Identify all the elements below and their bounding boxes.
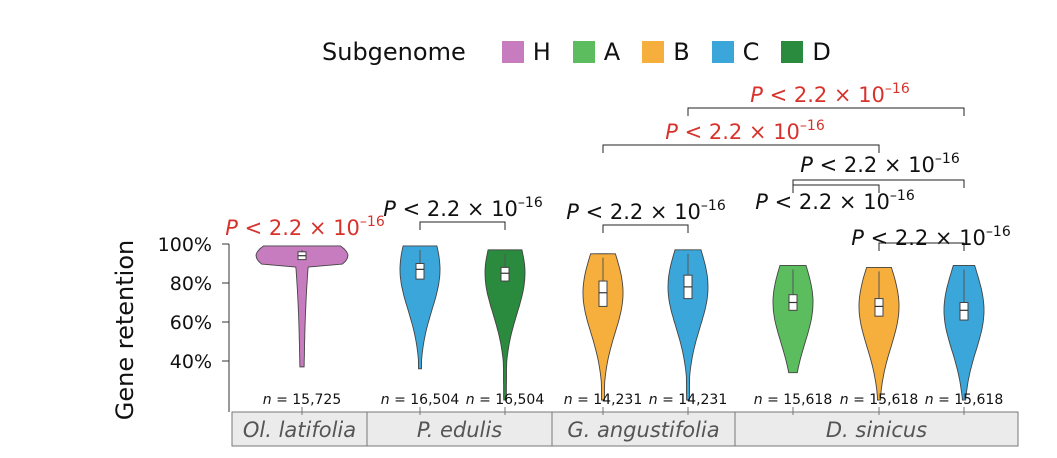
legend-swatch-c	[711, 41, 734, 63]
p-value-label: P < 2.2 × 10–16	[755, 188, 915, 214]
y-tick-label: 100%	[158, 234, 212, 256]
species-label: P. edulis	[417, 418, 502, 442]
violin-a	[772, 264, 814, 374]
species-strip-box	[231, 411, 368, 447]
n-label: n = 16,504	[381, 392, 460, 408]
y-axis-title: Gene retention	[111, 240, 139, 420]
n-label: n = 15,725	[263, 392, 342, 408]
legend-label-c: C	[742, 38, 760, 66]
p-value-label: P < 2.2 × 10–16	[665, 118, 825, 144]
y-tick-label: 60%	[170, 312, 212, 334]
legend-swatch-d	[781, 41, 804, 63]
significance-bracket	[687, 107, 965, 116]
n-label: n = 14,231	[649, 392, 728, 408]
legend-item-d: D	[781, 38, 831, 66]
p-value-label: P < 2.2 × 10–16	[851, 224, 1011, 250]
significance-bracket	[602, 144, 880, 153]
n-label: n = 15,618	[840, 392, 919, 408]
violin-c	[667, 249, 709, 401]
significance-bracket	[602, 224, 689, 233]
species-strip-box	[551, 411, 736, 447]
significance-bracket	[792, 184, 880, 193]
legend-label-h: H	[532, 38, 551, 66]
legend: Subgenome H A B C D	[322, 38, 853, 66]
p-value-label: P < 2.2 × 10–16	[800, 151, 960, 177]
n-label: n = 16,504	[466, 392, 545, 408]
species-label: Ol. latifolia	[243, 418, 356, 442]
significance-bracket	[878, 242, 965, 251]
species-label: D. sinicus	[826, 418, 927, 442]
legend-label-a: A	[603, 38, 621, 66]
legend-swatch-a	[572, 41, 595, 63]
violin-c	[943, 264, 985, 401]
p-value-label: P < 2.2 × 10–16	[566, 198, 726, 224]
legend-label-b: B	[673, 38, 690, 66]
legend-item-c: C	[711, 38, 760, 66]
box	[874, 298, 884, 317]
legend-item-h: H	[501, 38, 551, 66]
y-tick-label: 80%	[170, 273, 212, 295]
species-label: G. angustifolia	[567, 418, 719, 442]
legend-label-d: D	[812, 38, 831, 66]
legend-swatch-h	[501, 41, 524, 63]
p-value-label: P < 2.2 × 10–16	[750, 81, 910, 107]
significance-bracket	[792, 179, 965, 188]
violin-c	[399, 245, 441, 370]
legend-item-b: B	[642, 38, 690, 66]
legend-title: Subgenome	[322, 38, 466, 66]
y-tick-label: 40%	[170, 351, 212, 373]
legend-item-a: A	[572, 38, 621, 66]
box	[500, 266, 510, 282]
p-value-label: P < 2.2 × 10–16	[383, 195, 543, 221]
n-label: n = 14,231	[564, 392, 643, 408]
box	[959, 302, 969, 321]
n-label: n = 15,618	[925, 392, 1004, 408]
legend-swatch-b	[642, 41, 665, 63]
significance-bracket	[419, 221, 506, 230]
violin-d	[484, 249, 526, 401]
violin-b	[582, 253, 624, 401]
violin-h	[255, 245, 349, 368]
box	[598, 280, 608, 307]
species-strip-box	[734, 411, 1019, 447]
violin-b	[858, 266, 900, 401]
n-label: n = 15,618	[754, 392, 833, 408]
p-value-label: P < 2.2 × 10–16	[225, 214, 385, 240]
box	[415, 263, 425, 280]
